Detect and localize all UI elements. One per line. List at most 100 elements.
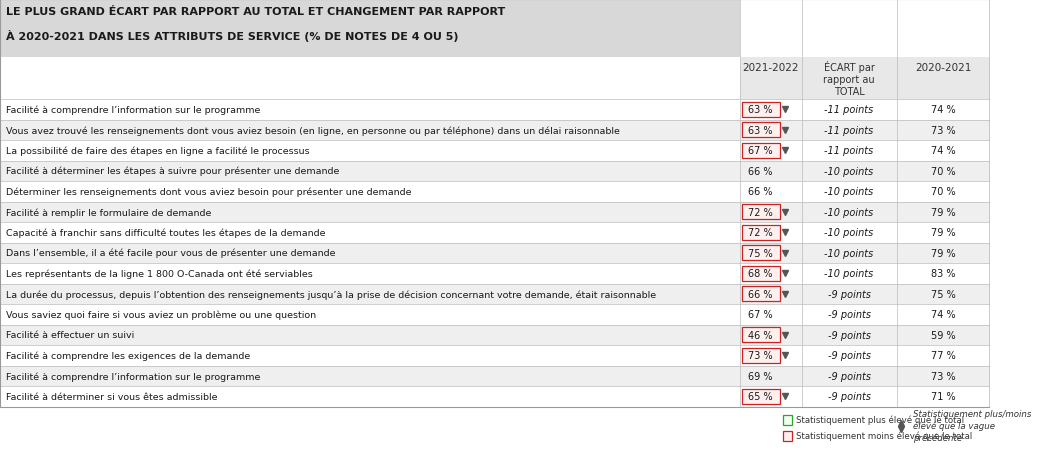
Text: -9 points: -9 points: [828, 391, 870, 401]
Bar: [0, 222, 990, 243]
Text: 46 %: 46 %: [748, 330, 772, 340]
Text: ÉCART par
rapport au
TOTAL: ÉCART par rapport au TOTAL: [823, 61, 875, 97]
Text: 70 %: 70 %: [931, 187, 955, 197]
Text: 73 %: 73 %: [748, 350, 772, 360]
Text: -10 points: -10 points: [825, 166, 874, 176]
Text: 66 %: 66 %: [748, 187, 772, 197]
Bar: [0, 100, 990, 120]
Bar: [0, 345, 990, 366]
Bar: [742, 327, 781, 342]
Text: La possibilité de faire des étapes en ligne a facilité le processus: La possibilité de faire des étapes en li…: [5, 146, 309, 156]
Text: 67 %: 67 %: [748, 146, 772, 156]
Bar: [742, 348, 781, 363]
Text: -9 points: -9 points: [828, 309, 870, 320]
Text: Facilité à comprendre les exigences de la demande: Facilité à comprendre les exigences de l…: [5, 351, 250, 360]
Text: Capacité à franchir sans difficulté toutes les étapes de la demande: Capacité à franchir sans difficulté tout…: [5, 228, 325, 238]
Text: -11 points: -11 points: [825, 105, 874, 115]
Text: 63 %: 63 %: [748, 125, 772, 135]
Text: -9 points: -9 points: [828, 330, 870, 340]
Text: 75 %: 75 %: [748, 248, 772, 258]
Text: -9 points: -9 points: [828, 350, 870, 360]
Bar: [740, 58, 802, 100]
Text: 75 %: 75 %: [931, 289, 955, 299]
Bar: [0, 284, 990, 304]
Text: 71 %: 71 %: [931, 391, 955, 401]
Text: 74 %: 74 %: [931, 105, 955, 115]
Text: -9 points: -9 points: [828, 289, 870, 299]
Bar: [742, 266, 781, 281]
Bar: [0, 182, 990, 202]
Bar: [742, 123, 781, 138]
Bar: [0, 120, 990, 141]
Text: Facilité à comprendre l’information sur le programme: Facilité à comprendre l’information sur …: [5, 105, 260, 115]
Text: -10 points: -10 points: [825, 269, 874, 279]
Text: -10 points: -10 points: [825, 207, 874, 217]
Text: Vous avez trouvé les renseignements dont vous aviez besoin (en ligne, en personn: Vous avez trouvé les renseignements dont…: [5, 126, 620, 135]
Bar: [783, 414, 792, 424]
Text: Facilité à déterminer si vous êtes admissible: Facilité à déterminer si vous êtes admis…: [5, 392, 217, 401]
Text: 59 %: 59 %: [931, 330, 955, 340]
Bar: [0, 243, 990, 263]
Text: LE PLUS GRAND ÉCART PAR RAPPORT AU TOTAL ET CHANGEMENT PAR RAPPORT: LE PLUS GRAND ÉCART PAR RAPPORT AU TOTAL…: [5, 7, 505, 17]
Text: -11 points: -11 points: [825, 125, 874, 135]
Text: 74 %: 74 %: [931, 309, 955, 320]
Text: 66 %: 66 %: [748, 166, 772, 176]
Text: 74 %: 74 %: [931, 146, 955, 156]
Text: 70 %: 70 %: [931, 166, 955, 176]
Text: 73 %: 73 %: [931, 125, 955, 135]
Text: Statistiquement plus élevé que le total: Statistiquement plus élevé que le total: [796, 415, 963, 424]
Text: 72 %: 72 %: [748, 207, 772, 217]
Text: 79 %: 79 %: [931, 207, 955, 217]
Bar: [742, 246, 781, 261]
Bar: [742, 143, 781, 158]
Text: -10 points: -10 points: [825, 228, 874, 238]
Text: Statistiquement plus/moins
élevé que la vague
précédente: Statistiquement plus/moins élevé que la …: [912, 410, 1031, 442]
Bar: [0, 304, 990, 325]
Text: 83 %: 83 %: [931, 269, 955, 279]
Text: Vous saviez quoi faire si vous aviez un problème ou une question: Vous saviez quoi faire si vous aviez un …: [5, 310, 316, 319]
Text: -10 points: -10 points: [825, 248, 874, 258]
Text: Facilité à comprendre l’information sur le programme: Facilité à comprendre l’information sur …: [5, 371, 260, 381]
Text: 73 %: 73 %: [931, 371, 955, 381]
Text: 65 %: 65 %: [748, 391, 772, 401]
Text: Facilité à effectuer un suivi: Facilité à effectuer un suivi: [5, 331, 134, 340]
Text: 66 %: 66 %: [748, 289, 772, 299]
Text: -10 points: -10 points: [825, 187, 874, 197]
Text: 67 %: 67 %: [748, 309, 772, 320]
Text: La durée du processus, depuis l’obtention des renseignements jusqu’à la prise de: La durée du processus, depuis l’obtentio…: [5, 290, 656, 299]
Text: 79 %: 79 %: [931, 248, 955, 258]
Text: -9 points: -9 points: [828, 371, 870, 381]
Text: Les représentants de la ligne 1 800 O-Canada ont été serviables: Les représentants de la ligne 1 800 O-Ca…: [5, 269, 312, 278]
Text: 79 %: 79 %: [931, 228, 955, 238]
Bar: [0, 263, 990, 284]
Bar: [742, 103, 781, 117]
Bar: [0, 161, 990, 182]
Bar: [802, 58, 897, 100]
Bar: [0, 386, 990, 407]
Bar: [0, 202, 990, 222]
Bar: [0, 0, 740, 58]
Bar: [742, 226, 781, 240]
Bar: [742, 205, 781, 220]
Bar: [783, 431, 792, 441]
Text: 2021-2022: 2021-2022: [743, 63, 799, 73]
Text: 69 %: 69 %: [748, 371, 772, 381]
Text: Facilité à remplir le formulaire de demande: Facilité à remplir le formulaire de dema…: [5, 207, 211, 217]
Text: 63 %: 63 %: [748, 105, 772, 115]
Text: 77 %: 77 %: [931, 350, 955, 360]
Text: 2020-2021: 2020-2021: [914, 63, 971, 73]
Text: À 2020-2021 DANS LES ATTRIBUTS DE SERVICE (% DE NOTES DE 4 OU 5): À 2020-2021 DANS LES ATTRIBUTS DE SERVIC…: [5, 30, 458, 42]
Bar: [0, 325, 990, 345]
Bar: [742, 389, 781, 404]
Text: Déterminer les renseignements dont vous aviez besoin pour présenter une demande: Déterminer les renseignements dont vous …: [5, 187, 411, 197]
Text: Dans l’ensemble, il a été facile pour vous de présenter une demande: Dans l’ensemble, il a été facile pour vo…: [5, 249, 335, 258]
Bar: [897, 58, 990, 100]
Text: -11 points: -11 points: [825, 146, 874, 156]
Text: Statistiquement moins élevé que le total: Statistiquement moins élevé que le total: [796, 431, 972, 440]
Bar: [0, 141, 990, 161]
Text: 72 %: 72 %: [748, 228, 772, 238]
Bar: [742, 287, 781, 301]
Text: 68 %: 68 %: [748, 269, 772, 279]
Bar: [0, 366, 990, 386]
Text: Facilité à déterminer les étapes à suivre pour présenter une demande: Facilité à déterminer les étapes à suivr…: [5, 166, 339, 176]
